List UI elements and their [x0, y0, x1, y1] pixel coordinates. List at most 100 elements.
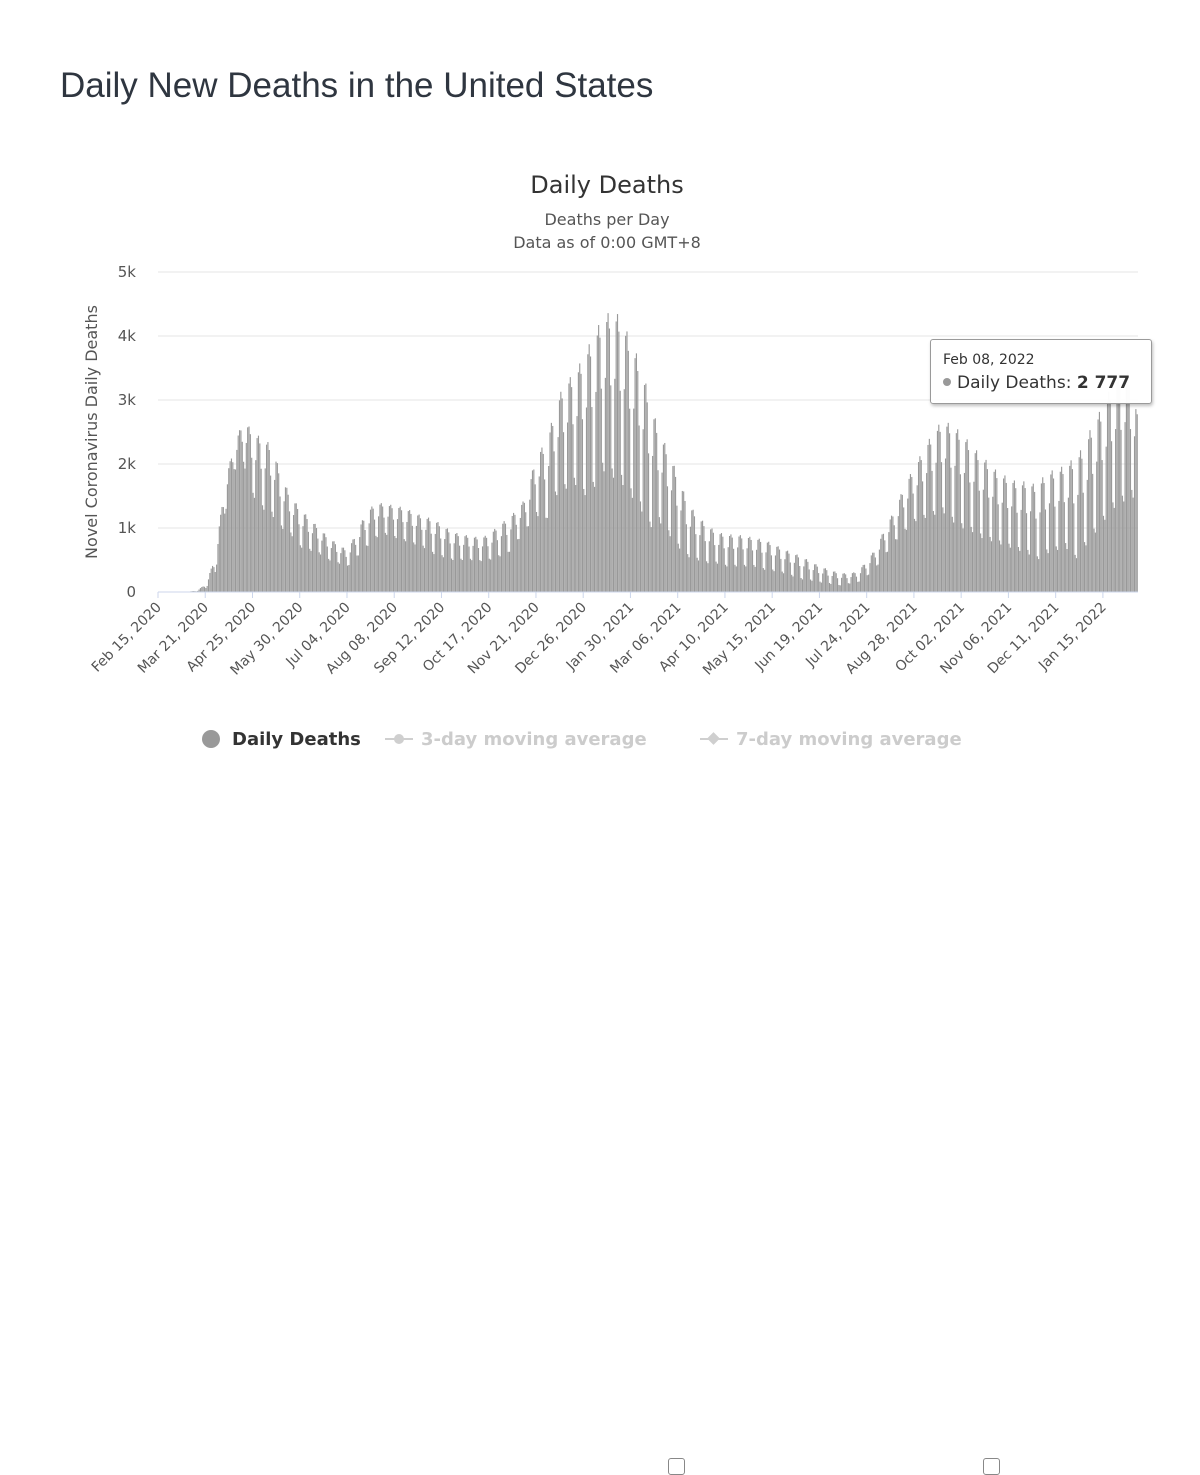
bar[interactable]: [948, 423, 949, 592]
bar[interactable]: [350, 552, 351, 592]
bar[interactable]: [953, 523, 954, 592]
bar[interactable]: [864, 565, 865, 592]
bar[interactable]: [273, 517, 274, 592]
bar[interactable]: [228, 468, 229, 592]
bar[interactable]: [617, 314, 618, 592]
bar[interactable]: [417, 515, 418, 592]
bar[interactable]: [985, 460, 986, 592]
bar[interactable]: [796, 555, 797, 592]
bar[interactable]: [258, 436, 259, 592]
bar[interactable]: [697, 558, 698, 592]
bar[interactable]: [343, 548, 344, 592]
bar[interactable]: [815, 564, 816, 592]
bar[interactable]: [880, 539, 881, 592]
bar[interactable]: [524, 503, 525, 592]
bar[interactable]: [904, 529, 905, 592]
bar[interactable]: [772, 570, 773, 593]
bar[interactable]: [413, 542, 414, 592]
bar[interactable]: [320, 555, 321, 592]
bar[interactable]: [446, 529, 447, 592]
bar[interactable]: [794, 563, 795, 592]
bar[interactable]: [223, 507, 224, 592]
bar[interactable]: [363, 521, 364, 592]
bar[interactable]: [991, 541, 992, 592]
bar[interactable]: [1057, 550, 1058, 592]
bar[interactable]: [539, 476, 540, 592]
bar[interactable]: [255, 460, 256, 592]
bar[interactable]: [282, 529, 283, 592]
legend-checkbox-3-day[interactable]: [668, 1458, 685, 1475]
bar[interactable]: [510, 529, 511, 592]
bar[interactable]: [791, 575, 792, 592]
bar[interactable]: [305, 514, 306, 592]
bar[interactable]: [424, 548, 425, 592]
bar[interactable]: [1023, 481, 1024, 592]
bar[interactable]: [491, 543, 492, 592]
bar[interactable]: [443, 557, 444, 592]
bar[interactable]: [1072, 469, 1073, 592]
bar[interactable]: [459, 546, 460, 592]
bar[interactable]: [852, 573, 853, 592]
bar[interactable]: [628, 351, 629, 592]
bar[interactable]: [259, 443, 260, 592]
bar[interactable]: [1104, 520, 1105, 592]
bar[interactable]: [913, 494, 914, 592]
bar[interactable]: [470, 559, 471, 592]
bar[interactable]: [251, 458, 252, 592]
bar[interactable]: [235, 469, 236, 592]
bar[interactable]: [429, 521, 430, 592]
bar[interactable]: [231, 459, 232, 592]
bar[interactable]: [1065, 543, 1066, 592]
bar[interactable]: [537, 516, 538, 592]
bar[interactable]: [397, 519, 398, 592]
bar[interactable]: [347, 566, 348, 592]
bar[interactable]: [965, 442, 966, 592]
bar[interactable]: [454, 543, 455, 592]
bar[interactable]: [790, 562, 791, 592]
bar[interactable]: [768, 542, 769, 592]
bar[interactable]: [535, 484, 536, 592]
legend-item-3-day-average[interactable]: 3-day moving average: [385, 724, 647, 754]
bar[interactable]: [740, 535, 741, 592]
bar[interactable]: [578, 372, 579, 592]
bar[interactable]: [277, 463, 278, 592]
bar[interactable]: [217, 544, 218, 592]
bar[interactable]: [317, 539, 318, 592]
bar[interactable]: [279, 497, 280, 593]
bar[interactable]: [583, 489, 584, 592]
bar[interactable]: [717, 564, 718, 592]
bar[interactable]: [940, 432, 941, 592]
bar[interactable]: [1022, 485, 1023, 592]
bar[interactable]: [252, 493, 253, 592]
bar[interactable]: [560, 392, 561, 592]
bar[interactable]: [865, 569, 866, 592]
bar[interactable]: [1012, 483, 1013, 592]
bar[interactable]: [289, 511, 290, 592]
bar[interactable]: [1068, 498, 1069, 592]
bar[interactable]: [529, 500, 530, 592]
bar[interactable]: [437, 522, 438, 592]
bar[interactable]: [500, 556, 501, 592]
bar[interactable]: [895, 539, 896, 592]
bar[interactable]: [822, 573, 823, 592]
bar[interactable]: [485, 536, 486, 592]
bar[interactable]: [849, 584, 850, 593]
bar[interactable]: [666, 454, 667, 592]
bar[interactable]: [420, 518, 421, 592]
bar[interactable]: [687, 554, 688, 592]
bar[interactable]: [487, 546, 488, 592]
bar[interactable]: [220, 515, 221, 592]
bar[interactable]: [1030, 511, 1031, 592]
bar[interactable]: [876, 565, 877, 592]
bar[interactable]: [664, 443, 665, 592]
bar[interactable]: [674, 466, 675, 592]
bar[interactable]: [987, 469, 988, 592]
bar[interactable]: [725, 565, 726, 592]
bar[interactable]: [606, 322, 607, 592]
bar[interactable]: [636, 353, 637, 592]
bar[interactable]: [967, 439, 968, 592]
bar[interactable]: [720, 534, 721, 592]
bar[interactable]: [275, 462, 276, 592]
bar[interactable]: [381, 503, 382, 592]
bar[interactable]: [456, 533, 457, 592]
